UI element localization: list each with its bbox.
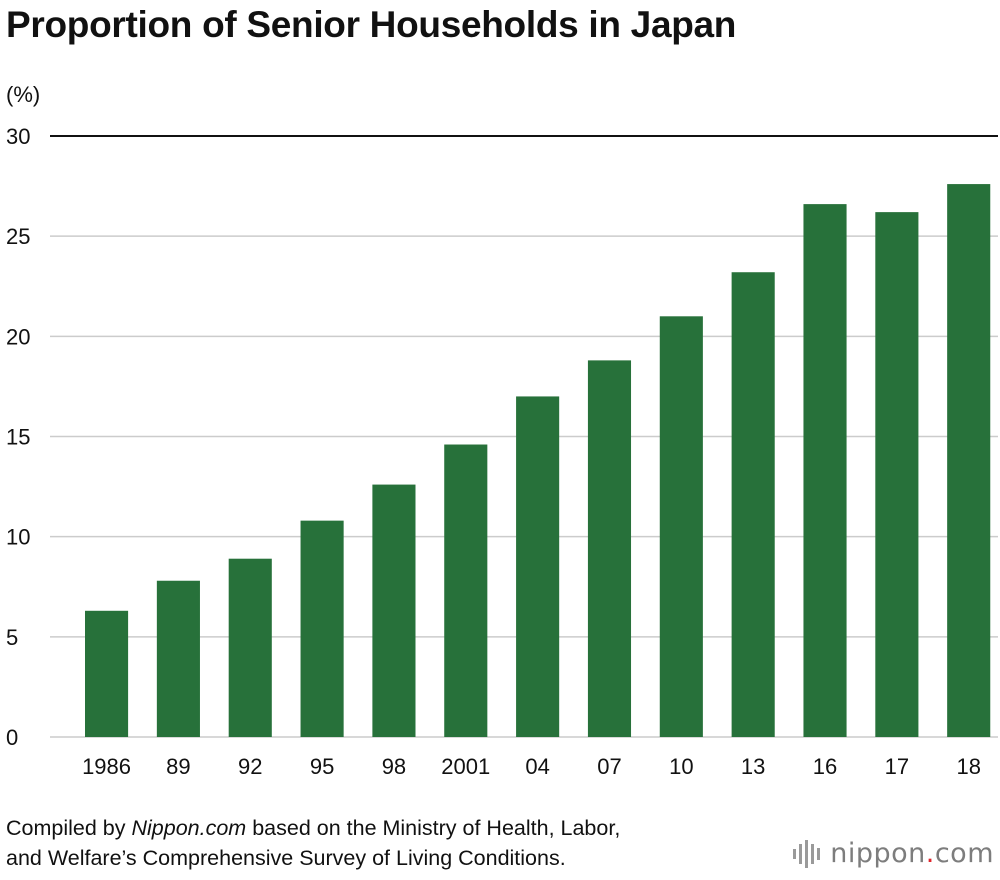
bar [372, 484, 416, 737]
y-tick-label: 15 [6, 425, 30, 450]
source-line2: and Welfare’s Comprehensive Survey of Li… [6, 846, 566, 870]
x-tick-label: 18 [956, 754, 980, 779]
nippon-logo: nippon.com [793, 838, 994, 869]
source-line1-rest: based on the Ministry of Health, Labor, [246, 816, 621, 840]
y-tick-label: 30 [6, 124, 30, 149]
y-tick-label: 10 [6, 525, 30, 550]
x-tick-label: 92 [238, 754, 262, 779]
bar [875, 212, 919, 738]
x-tick-label: 95 [310, 754, 334, 779]
bar [587, 360, 632, 737]
bar [947, 184, 991, 737]
x-tick-label: 1986 [82, 754, 131, 779]
bar [156, 580, 200, 737]
bar [228, 558, 272, 737]
y-tick-label: 5 [6, 625, 18, 650]
x-tick-label: 04 [525, 754, 549, 779]
y-tick-labels: 0 5 10 15 20 25 30 [6, 124, 30, 750]
x-tick-label: 10 [669, 754, 693, 779]
source-site: Nippon.com [131, 816, 247, 840]
y-tick-label: 25 [6, 224, 30, 249]
x-tick-label: 16 [813, 754, 837, 779]
bar [516, 396, 560, 737]
y-axis-label: (%) [6, 82, 40, 107]
bars [85, 184, 991, 738]
chart-title: Proportion of Senior Households in Japan [6, 4, 737, 45]
bar [444, 444, 488, 737]
source-prefix: Compiled by [6, 816, 132, 840]
bar [300, 520, 344, 737]
x-tick-label: 89 [166, 754, 190, 779]
x-tick-label: 07 [597, 754, 621, 779]
y-tick-label: 0 [6, 725, 18, 750]
bar [803, 204, 847, 737]
source-note: Compiled by Nippon.com based on the Mini… [6, 813, 806, 873]
x-tick-label: 98 [382, 754, 406, 779]
x-tick-label: 2001 [441, 754, 490, 779]
x-tick-label: 13 [741, 754, 765, 779]
x-tick-label: 17 [885, 754, 909, 779]
bar [659, 316, 703, 737]
x-tick-labels: 1986 89 92 95 98 2001 04 07 10 13 16 17 18 [82, 754, 981, 779]
bar [731, 272, 775, 737]
y-tick-label: 20 [6, 324, 30, 349]
bar [85, 610, 129, 737]
logo-text: nippon.com [830, 838, 994, 869]
logo-mark-icon [793, 839, 821, 868]
